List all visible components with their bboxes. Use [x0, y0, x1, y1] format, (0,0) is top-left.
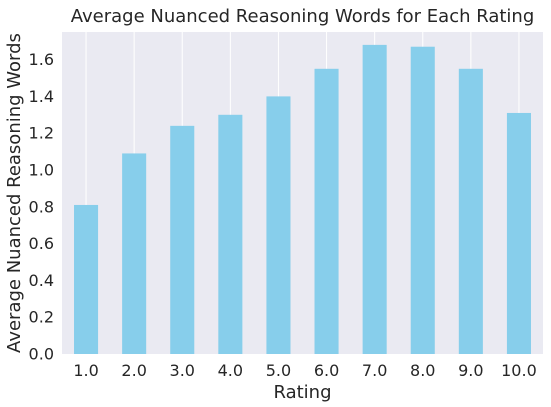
y-tick-label: 1.2 [29, 124, 54, 143]
bar-10.0 [506, 112, 531, 355]
y-tick-label: 1.6 [29, 50, 54, 69]
y-tick-label: 0.8 [29, 197, 54, 216]
bar-5.0 [266, 96, 291, 355]
x-tick-label: 5.0 [266, 361, 291, 380]
bar-4.0 [218, 114, 243, 354]
x-tick-label: 7.0 [362, 361, 387, 380]
bar-9.0 [458, 68, 483, 355]
x-tick-label: 2.0 [121, 361, 146, 380]
x-tick-label: 9.0 [458, 361, 483, 380]
x-tick-label: 10.0 [501, 361, 537, 380]
y-tick-label: 1.4 [29, 87, 54, 106]
x-tick-label: 1.0 [73, 361, 98, 380]
bar-8.0 [410, 46, 435, 354]
y-axis-label: Average Nuanced Reasoning Words [4, 33, 25, 353]
y-tick-label: 0.2 [29, 308, 54, 327]
bar-3.0 [170, 125, 195, 354]
x-tick-label: 3.0 [170, 361, 195, 380]
x-tick-label: 6.0 [314, 361, 339, 380]
y-tick-label: 0.4 [29, 271, 54, 290]
x-tick-label: 4.0 [218, 361, 243, 380]
x-axis-label: Rating [273, 382, 331, 403]
chart-title: Average Nuanced Reasoning Words for Each… [71, 6, 535, 27]
x-axis-ticks: 1.0 2.0 3.0 4.0 5.0 6.0 7.0 8.0 9.0 10.0 [73, 361, 536, 380]
x-tick-label: 8.0 [410, 361, 435, 380]
y-axis-ticks: 0.0 0.2 0.4 0.6 0.8 1.0 1.2 1.4 1.6 [29, 50, 54, 363]
bar-7.0 [362, 44, 387, 354]
bar-2.0 [122, 153, 147, 354]
y-tick-label: 0.0 [29, 345, 54, 364]
bar-6.0 [314, 68, 339, 355]
bars [74, 44, 531, 355]
bar-1.0 [74, 204, 99, 354]
y-tick-label: 1.0 [29, 161, 54, 180]
y-tick-label: 0.6 [29, 234, 54, 253]
